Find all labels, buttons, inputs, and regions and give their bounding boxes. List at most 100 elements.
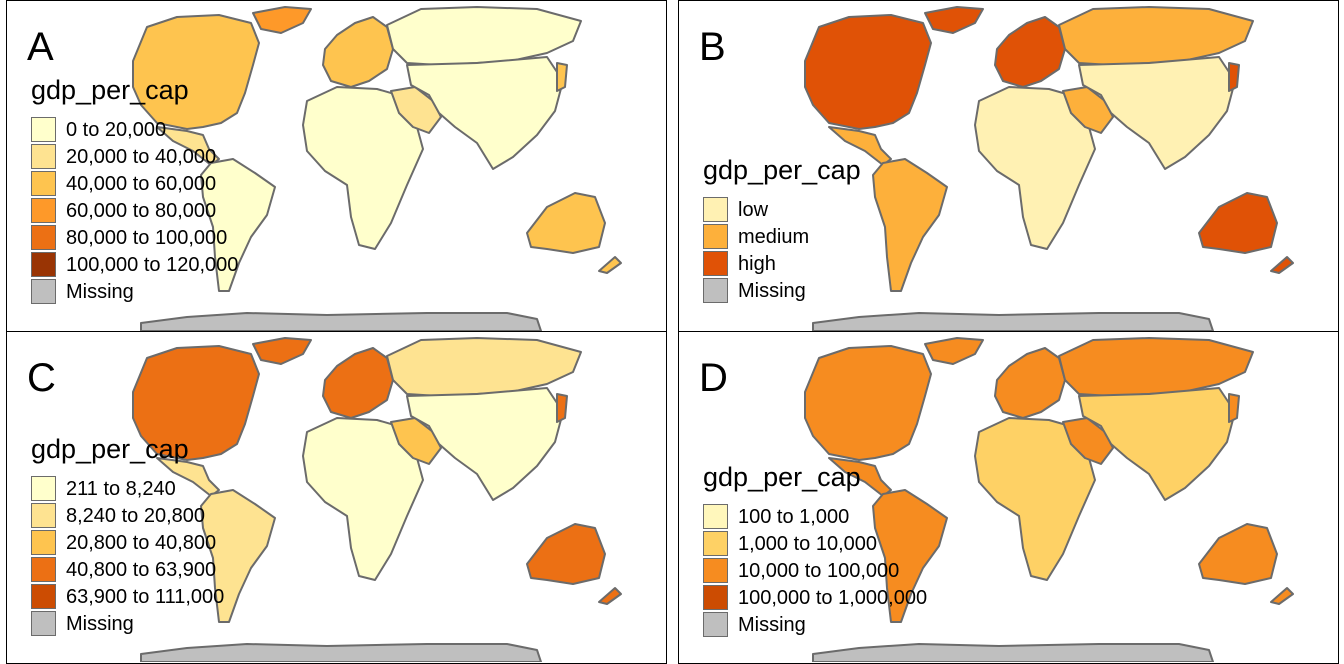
panel-letter: B xyxy=(699,25,726,69)
legend-item: 40,800 to 63,900 xyxy=(31,556,224,583)
legend-swatch xyxy=(31,503,56,528)
legend-items: low medium high Missing xyxy=(703,196,861,304)
legend-swatch xyxy=(31,611,56,636)
region-europe xyxy=(994,347,1066,419)
region-south-america xyxy=(200,489,276,623)
region-mexico xyxy=(156,126,220,166)
region-russia xyxy=(1058,6,1254,66)
legend-item: medium xyxy=(703,223,861,250)
region-asia xyxy=(1078,387,1236,501)
legend-swatch xyxy=(703,558,728,583)
region-mexico xyxy=(828,126,892,166)
legend-label: medium xyxy=(738,225,810,248)
region-antarctica xyxy=(140,312,542,331)
region-new-zealand xyxy=(598,256,622,274)
legend-item: 40,000 to 60,000 xyxy=(31,170,238,197)
map-legend: gdp_per_cap 100 to 1,000 1,000 to 10,000 1… xyxy=(703,464,927,638)
legend-swatch xyxy=(31,198,56,223)
legend-item: 20,800 to 40,800 xyxy=(31,529,224,556)
region-australia xyxy=(1198,192,1278,254)
legend-item: 0 to 20,000 xyxy=(31,116,238,143)
legend-label: 100,000 to 1,000,000 xyxy=(738,586,928,609)
region-new-zealand xyxy=(1270,587,1294,605)
legend-label: high xyxy=(738,252,776,275)
legend-item: Missing xyxy=(703,277,861,304)
legend-item: 63,900 to 111,000 xyxy=(31,583,224,610)
legend-label: 1,000 to 10,000 xyxy=(738,532,878,555)
legend-swatch xyxy=(31,476,56,501)
legend-item: Missing xyxy=(31,278,238,305)
region-mexico xyxy=(828,457,892,497)
legend-label: Missing xyxy=(66,612,134,635)
legend-swatch xyxy=(31,225,56,250)
panel-letter: A xyxy=(27,25,54,69)
legend-item: 100,000 to 1,000,000 xyxy=(703,584,927,611)
region-europe xyxy=(322,16,394,88)
legend-item: 211 to 8,240 xyxy=(31,475,224,502)
world-map xyxy=(132,6,622,331)
legend-label: 80,000 to 100,000 xyxy=(66,226,228,249)
legend-title: gdp_per_cap xyxy=(703,462,861,492)
legend-item: 60,000 to 80,000 xyxy=(31,197,238,224)
legend-label: 20,800 to 40,800 xyxy=(66,531,217,554)
region-asia xyxy=(406,387,564,501)
legend-items: 0 to 20,000 20,000 to 40,000 40,000 to 60,… xyxy=(31,116,238,305)
legend-swatch xyxy=(703,612,728,637)
legend-swatch xyxy=(31,584,56,609)
legend-item: high xyxy=(703,250,861,277)
region-japan xyxy=(1228,393,1240,423)
legend-label: low xyxy=(738,198,769,221)
region-south-america xyxy=(200,158,276,292)
legend-item: low xyxy=(703,196,861,223)
legend-swatch xyxy=(31,117,56,142)
region-south-america xyxy=(872,158,948,292)
legend-item: 10,000 to 100,000 xyxy=(703,557,927,584)
legend-swatch xyxy=(31,530,56,555)
legend-label: 8,240 to 20,800 xyxy=(66,504,206,527)
legend-items: 100 to 1,000 1,000 to 10,000 10,000 to 100… xyxy=(703,503,927,638)
region-north-america xyxy=(804,14,932,130)
legend-item: 1,000 to 10,000 xyxy=(703,530,927,557)
region-greenland xyxy=(252,6,312,34)
legend-swatch xyxy=(31,252,56,277)
map-legend: gdp_per_cap 0 to 20,000 20,000 to 40,000 4… xyxy=(31,77,238,305)
map-panel-d: D gdp_per_cap 100 to 1,000 1,000 to 10,00… xyxy=(678,331,1339,664)
region-europe xyxy=(322,347,394,419)
legend-item: 100,000 to 120,000 xyxy=(31,251,238,278)
region-antarctica xyxy=(812,643,1214,662)
region-japan xyxy=(556,62,568,92)
legend-item: 20,000 to 40,000 xyxy=(31,143,238,170)
legend-item: 100 to 1,000 xyxy=(703,503,927,530)
legend-swatch xyxy=(31,144,56,169)
region-australia xyxy=(1198,523,1278,585)
legend-label: Missing xyxy=(738,613,806,636)
world-map xyxy=(804,337,1294,662)
panel-letter: C xyxy=(27,356,56,400)
legend-label: 60,000 to 80,000 xyxy=(66,199,217,222)
region-russia xyxy=(1058,337,1254,397)
region-antarctica xyxy=(140,643,542,662)
map-legend: gdp_per_cap 211 to 8,240 8,240 to 20,800 2… xyxy=(31,436,224,637)
region-north-america xyxy=(804,345,932,461)
region-greenland xyxy=(924,6,984,34)
legend-label: Missing xyxy=(66,280,134,303)
region-europe xyxy=(994,16,1066,88)
legend-item: 8,240 to 20,800 xyxy=(31,502,224,529)
region-greenland xyxy=(252,337,312,365)
region-south-america xyxy=(872,489,948,623)
legend-label: 100 to 1,000 xyxy=(738,505,850,528)
legend-title: gdp_per_cap xyxy=(703,155,861,185)
panel-letter: D xyxy=(699,356,728,400)
legend-label: 63,900 to 111,000 xyxy=(66,585,225,608)
legend-swatch xyxy=(31,557,56,582)
legend-swatch xyxy=(703,251,728,276)
map-panel-a: A gdp_per_cap 0 to 20,000 20,000 to 40,00… xyxy=(6,0,667,332)
map-legend: gdp_per_cap low medium high Missing xyxy=(703,157,861,304)
legend-label: 10,000 to 100,000 xyxy=(738,559,900,582)
legend-item: Missing xyxy=(31,610,224,637)
region-north-america xyxy=(132,14,260,130)
legend-label: 40,800 to 63,900 xyxy=(66,558,217,581)
legend-swatch xyxy=(703,197,728,222)
region-asia xyxy=(1078,56,1236,170)
region-russia xyxy=(386,337,582,397)
